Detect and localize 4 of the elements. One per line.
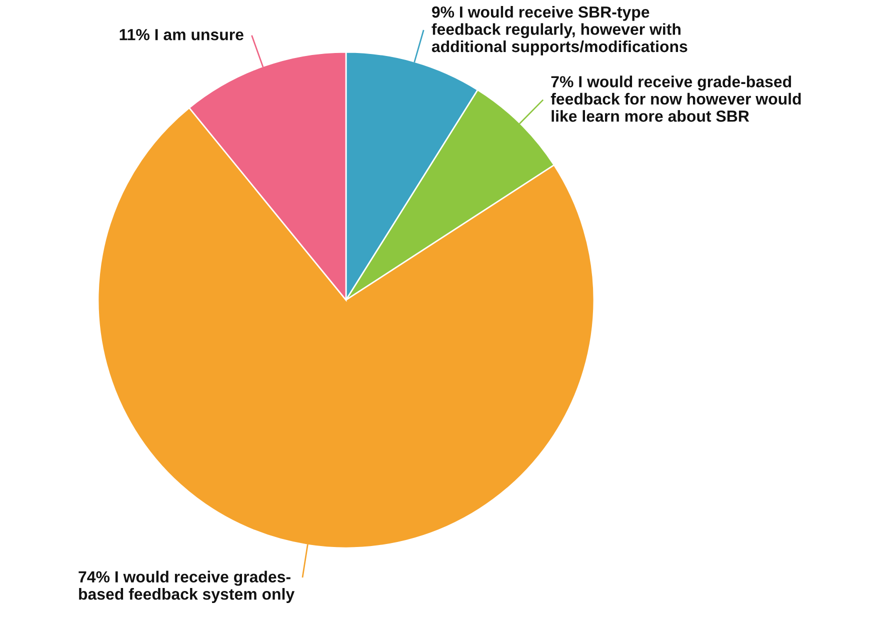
slice-label: 74% I would receive grades- based feedback system only (78, 570, 295, 603)
slice-label: 11% I am unsure (120, 29, 244, 40)
slice-label: 9% I would receive SBR-type feedback regularly, however with additional supports/modifications (432, 6, 688, 56)
slice-label: 7% I would receive grade-based feedback for now however would like learn more about SBR (550, 76, 801, 122)
